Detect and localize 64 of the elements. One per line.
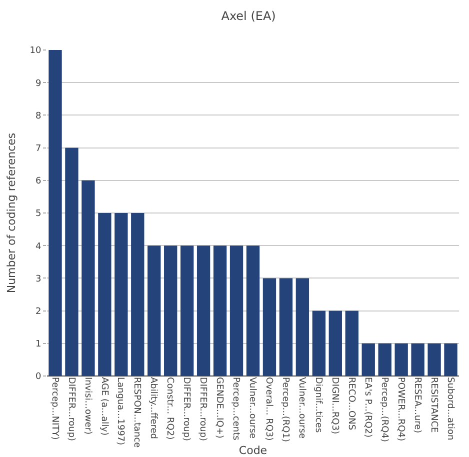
bar [164, 246, 178, 376]
y-axis-title: Number of coding references [5, 132, 18, 294]
x-tick-label: DIFFER...roup) [198, 377, 208, 442]
x-tick-label: RESEA...ure) [412, 377, 422, 434]
bar [312, 310, 326, 376]
x-tick-label: AGE (a...ally) [98, 377, 109, 436]
x-tick-label: Constr... RQ2) [164, 377, 175, 440]
x-tick-label: DIFFER...roup) [66, 377, 76, 442]
bar [411, 343, 424, 376]
y-tick-label: 6 [35, 176, 42, 187]
bar [328, 310, 342, 376]
bar [296, 278, 310, 376]
y-tick-label: 9 [35, 78, 42, 89]
bar [114, 213, 128, 376]
chart-title: Axel (EA) [221, 8, 276, 23]
bar [262, 278, 276, 376]
x-tick-label: Percep...(RQ1) [280, 377, 290, 442]
y-tick-label: 5 [35, 209, 42, 220]
x-tick-label: Percep...(RQ4) [378, 377, 389, 442]
y-tick-label: 3 [35, 274, 42, 284]
y-tick-label: 0 [35, 372, 42, 382]
bar [48, 50, 62, 376]
bar [394, 343, 408, 376]
x-tick-label: RECO...ONS [346, 377, 356, 430]
x-tick-label: RESISTANCE [428, 377, 438, 433]
bar [279, 278, 293, 376]
bar [362, 343, 375, 376]
bar [345, 310, 358, 376]
x-tick-label: RESPON...tance [132, 377, 142, 448]
bar [428, 343, 441, 376]
x-tick-label: POWER...RQ4) [395, 377, 406, 442]
x-tick-label: Vulner...ourse [296, 377, 307, 440]
bar [148, 246, 161, 376]
bar [65, 148, 78, 376]
y-tick-label: 1 [35, 340, 42, 350]
y-tick-label: 10 [30, 46, 42, 56]
bar [82, 180, 95, 376]
x-axis-title: Code [238, 444, 268, 457]
bar [378, 343, 392, 376]
y-tick-label: 4 [35, 242, 42, 252]
x-tick-label: Invisi...ower) [82, 377, 92, 435]
x-tick-label: EA's P...(RQ2) [362, 377, 372, 438]
bar [180, 246, 194, 376]
x-tick-label: Percep...cents [230, 377, 241, 441]
x-tick-label: Subord...ation [444, 377, 455, 440]
bar [444, 343, 458, 376]
x-tick-label: Langua...1997) [115, 377, 126, 446]
x-tick-label: DIGNI...RQ3) [329, 377, 340, 434]
bar [230, 246, 244, 376]
y-tick-label: 8 [35, 111, 42, 122]
x-tick-label: DIFFER...roup) [181, 377, 192, 442]
x-tick-label: GENDE...IQ+) [214, 377, 224, 438]
x-tick-label: Percep...NITY) [49, 377, 60, 440]
x-tick-label: Dignif...tices [312, 377, 323, 433]
x-tick-label: Overal... RQ3) [264, 377, 274, 441]
bar [131, 213, 144, 376]
y-tick-label: 7 [35, 144, 42, 154]
bar [213, 246, 227, 376]
x-tick-label: Ability...ffered [148, 377, 158, 440]
bar [246, 246, 260, 376]
bar [98, 213, 112, 376]
bar [196, 246, 210, 376]
x-tick-label: Vulner...ourse [247, 377, 258, 440]
y-tick-label: 2 [35, 306, 42, 317]
